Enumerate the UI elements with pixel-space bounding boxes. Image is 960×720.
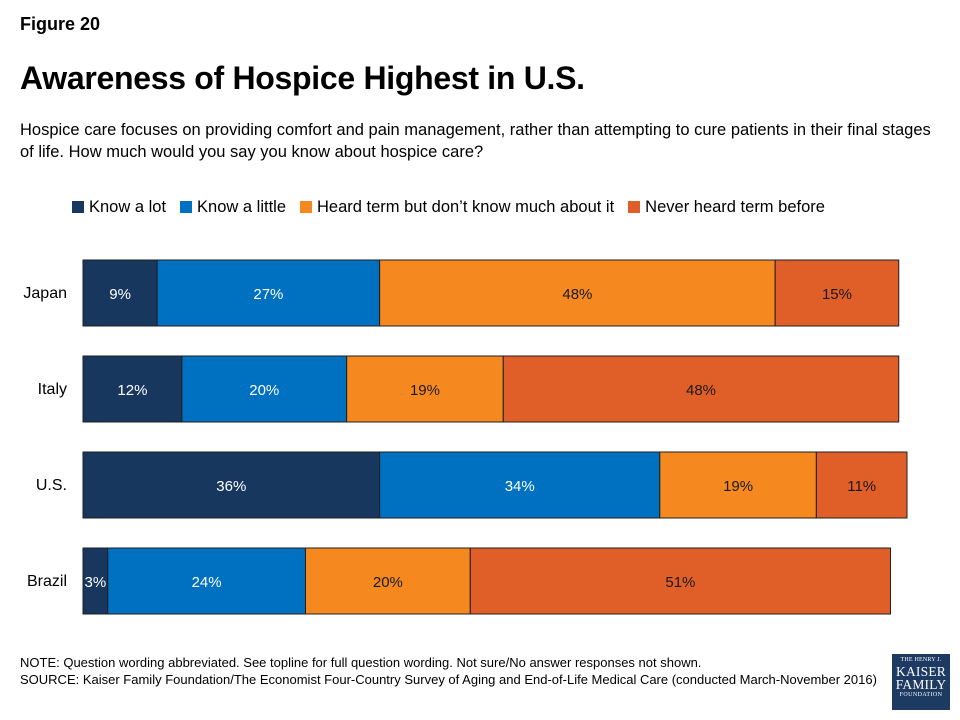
data-label-brazil-know-a-little: 24%	[192, 574, 222, 591]
legend-swatch	[72, 201, 84, 213]
bar-segment-italy-know-a-lot	[82, 355, 183, 423]
data-label-u-s-know-a-little: 34%	[505, 478, 535, 495]
category-label-u-s: U.S.	[36, 477, 67, 494]
bar-segment-u-s-know-a-lot	[82, 451, 381, 519]
bar-segment-italy-know-a-little	[181, 355, 348, 423]
chart-subtitle: Hospice care focuses on providing comfor…	[20, 121, 931, 161]
legend-item-know-a-little: Know a little	[180, 198, 286, 217]
bar-segment-japan-never-heard-term-before	[774, 259, 900, 327]
stacked-bar-chart: Japan 9% 27% 48% 15% Italy 12% 20% 19% 48% U.S. 36%…	[23, 259, 908, 615]
bar-segment-brazil-know-a-little	[107, 547, 306, 615]
data-label-italy-know-a-little: 20%	[249, 382, 279, 399]
data-label-italy-know-a-lot: 12%	[117, 382, 147, 399]
bar-segment-brazil-heard-term-but-don-t-know-much-about-it	[304, 547, 471, 615]
data-label-u-s-know-a-lot: 36%	[216, 478, 246, 495]
legend-label: Never heard term before	[645, 197, 825, 216]
data-label-italy-never-heard-term-before: 48%	[686, 382, 716, 399]
logo-line-1: THE HENRY J.	[900, 657, 942, 663]
bar-segment-japan-know-a-little	[156, 259, 381, 327]
category-label-japan: Japan	[23, 285, 67, 302]
data-label-japan-know-a-lot: 9%	[109, 286, 131, 303]
data-label-brazil-never-heard-term-before: 51%	[665, 574, 695, 591]
bar-segment-u-s-never-heard-term-before	[815, 451, 908, 519]
legend-item-heard-term-but-don-t-know-much-about-it: Heard term but don’t know much about it	[300, 198, 614, 217]
bar-segment-brazil-never-heard-term-before	[469, 547, 892, 615]
legend-item-never-heard-term-before: Never heard term before	[628, 198, 825, 217]
logo-line-2: KAISER	[896, 664, 946, 679]
legend-label: Know a lot	[89, 197, 167, 216]
legend-item-know-a-lot: Know a lot	[72, 198, 166, 217]
data-label-u-s-heard-term-but-don-t-know-much-about-it: 19%	[723, 478, 753, 495]
figure-label: Figure 20	[20, 14, 101, 34]
legend-swatch	[180, 201, 193, 213]
footer-source: SOURCE: Kaiser Family Foundation/The Eco…	[20, 672, 877, 687]
logo-line-3: FAMILY	[895, 677, 947, 692]
chart-title: Awareness of Hospice Highest in U.S.	[20, 60, 585, 96]
data-label-japan-heard-term-but-don-t-know-much-about-it: 48%	[562, 286, 592, 303]
bar-segment-u-s-know-a-little	[379, 451, 661, 519]
logo-line-4: FOUNDATION	[899, 692, 943, 698]
data-label-japan-know-a-little: 27%	[253, 286, 283, 303]
data-label-japan-never-heard-term-before: 15%	[822, 286, 852, 303]
data-label-brazil-heard-term-but-don-t-know-much-about-it: 20%	[373, 574, 403, 591]
bar-segment-japan-heard-term-but-don-t-know-much-about-it	[379, 259, 776, 327]
legend-label: Know a little	[197, 197, 287, 216]
chart-legend: Know a lot Know a little Heard term but do…	[72, 196, 839, 218]
bar-segment-italy-never-heard-term-before	[502, 355, 900, 423]
data-label-italy-heard-term-but-don-t-know-much-about-it: 19%	[410, 382, 440, 399]
category-label-italy: Italy	[38, 381, 67, 398]
legend-swatch	[300, 201, 313, 213]
bar-segment-italy-heard-term-but-don-t-know-much-about-it	[346, 355, 504, 423]
legend-label: Heard term but don’t know much about it	[317, 197, 615, 216]
data-label-brazil-know-a-lot: 3%	[85, 574, 107, 591]
bar-segment-japan-know-a-lot	[82, 259, 158, 327]
data-label-u-s-never-heard-term-before: 11%	[847, 478, 876, 495]
legend-swatch	[628, 201, 641, 213]
kff-logo: THE HENRY J. KAISER FAMILY FOUNDATION	[892, 654, 950, 710]
category-label-brazil: Brazil	[27, 573, 67, 590]
chart-footer: NOTE: Question wording abbreviated. See …	[20, 654, 880, 688]
footer-note: NOTE: Question wording abbreviated. See …	[20, 655, 702, 670]
